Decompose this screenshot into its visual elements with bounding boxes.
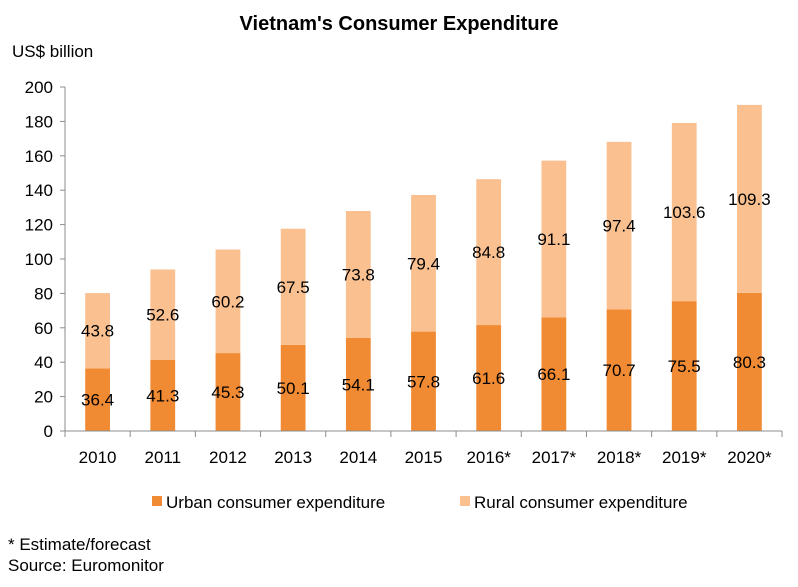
bar-urban-2016 xyxy=(476,325,502,431)
bar-urban-2013 xyxy=(280,344,306,431)
y-axis-label: US$ billion xyxy=(12,42,93,61)
x-tick-label: 2014 xyxy=(339,448,377,467)
estimate-note: * Estimate/forecast xyxy=(8,535,151,554)
data-label-urban-2017: 66.1 xyxy=(537,365,570,384)
y-tick-label: 200 xyxy=(25,78,53,97)
bar-rural-2012 xyxy=(215,249,241,354)
x-tick-label: 2011 xyxy=(144,448,181,467)
bar-urban-2018 xyxy=(606,309,632,431)
data-label-urban-2012: 45.3 xyxy=(211,383,244,402)
data-label-urban-2020: 80.3 xyxy=(733,353,766,372)
y-tick-label: 100 xyxy=(25,250,53,269)
y-tick-label: 160 xyxy=(25,147,53,166)
data-label-rural-2019: 103.6 xyxy=(663,203,706,222)
data-label-rural-2016: 84.8 xyxy=(472,243,505,262)
y-tick-label: 180 xyxy=(25,112,53,131)
data-label-rural-2010: 43.8 xyxy=(81,322,114,341)
legend-swatch-rural xyxy=(460,496,470,506)
data-label-rural-2017: 91.1 xyxy=(537,230,570,249)
data-label-urban-2018: 70.7 xyxy=(602,361,635,380)
data-label-urban-2010: 36.4 xyxy=(81,391,114,410)
bar-rural-2010 xyxy=(85,293,110,369)
y-tick-label: 80 xyxy=(34,284,53,303)
bar-rural-2019 xyxy=(671,122,697,302)
y-tick-label: 20 xyxy=(34,388,53,407)
bars: 36.4 43.8 41.3 52.6 45.3 60.2 50.1 67.5 54.1 73.8… xyxy=(81,104,771,431)
x-tick-label: 2017* xyxy=(532,448,577,467)
legend-label-urban: Urban consumer expenditure xyxy=(166,493,385,512)
x-tick-label: 2020* xyxy=(727,448,772,467)
y-tick-label: 140 xyxy=(25,181,53,200)
bar-rural-2014 xyxy=(345,211,371,338)
y-tick-label: 40 xyxy=(34,353,53,372)
legend-label-rural: Rural consumer expenditure xyxy=(474,493,688,512)
bar-urban-2012 xyxy=(215,353,241,431)
bar-rural-2016 xyxy=(476,179,502,326)
bar-rural-2015 xyxy=(411,195,436,332)
data-label-rural-2018: 97.4 xyxy=(602,217,635,236)
data-label-rural-2020: 109.3 xyxy=(728,190,771,209)
bar-urban-2020 xyxy=(737,292,762,431)
bar-rural-2017 xyxy=(541,160,567,318)
data-label-rural-2014: 73.8 xyxy=(342,265,375,284)
bar-urban-2011 xyxy=(150,359,176,431)
x-tick-label: 2013 xyxy=(274,448,312,467)
y-tick-label: 120 xyxy=(25,216,53,235)
source-note: Source: Euromonitor xyxy=(8,556,164,575)
data-label-rural-2013: 67.5 xyxy=(277,278,310,297)
data-label-urban-2013: 50.1 xyxy=(277,379,310,398)
x-tick-label: 2019* xyxy=(662,448,707,467)
data-label-rural-2012: 60.2 xyxy=(211,292,244,311)
x-tick-label: 2010 xyxy=(79,448,117,467)
bar-urban-2017 xyxy=(541,317,567,431)
x-tick-label: 2018* xyxy=(597,448,642,467)
data-label-urban-2015: 57.8 xyxy=(407,372,440,391)
x-tick-label: 2012 xyxy=(209,448,247,467)
bar-urban-2010 xyxy=(85,368,110,431)
data-label-urban-2011: 41.3 xyxy=(146,386,179,405)
data-label-urban-2016: 61.6 xyxy=(472,369,505,388)
y-tick-label: 0 xyxy=(44,422,53,441)
bar-urban-2015 xyxy=(411,331,436,431)
axes: 0 20 40 60 80 100 120 140 160 180 200 2010 2011 2012 2… xyxy=(25,78,783,467)
data-label-urban-2019: 75.5 xyxy=(668,357,701,376)
bar-rural-2013 xyxy=(280,228,306,345)
legend-swatch-urban xyxy=(152,496,162,506)
data-label-urban-2014: 54.1 xyxy=(342,375,375,394)
bar-urban-2014 xyxy=(345,337,371,431)
notes: * Estimate/forecast Source: Euromonitor xyxy=(8,534,164,576)
bar-urban-2019 xyxy=(671,301,697,431)
legend: Urban consumer expenditure Rural consumer… xyxy=(152,493,688,512)
x-tick-label: 2015 xyxy=(405,448,443,467)
chart-title: Vietnam's Consumer Expenditure xyxy=(240,13,559,35)
bar-rural-2020 xyxy=(737,104,762,293)
bar-rural-2011 xyxy=(150,269,176,360)
x-tick-label: 2016* xyxy=(466,448,511,467)
data-label-rural-2015: 79.4 xyxy=(407,254,440,273)
chart: Vietnam's Consumer Expenditure US$ billi… xyxy=(12,13,783,512)
data-label-rural-2011: 52.6 xyxy=(146,306,179,325)
y-tick-label: 60 xyxy=(34,319,53,338)
bar-rural-2018 xyxy=(606,141,632,310)
